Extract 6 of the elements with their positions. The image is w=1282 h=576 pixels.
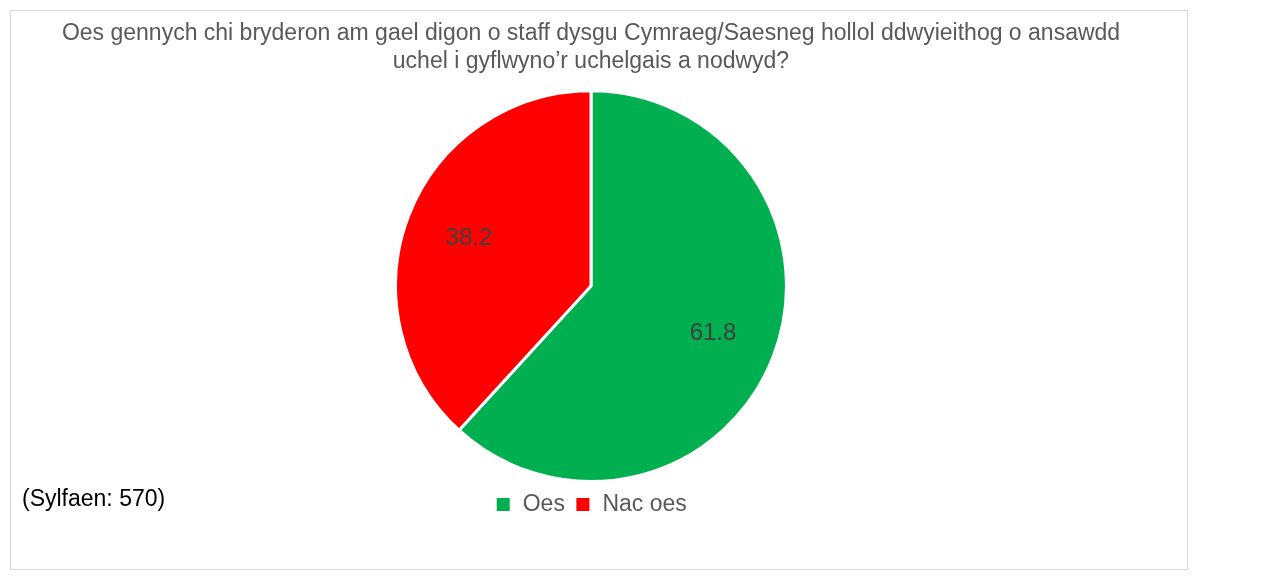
text: (Sylfaen: 570) [22, 485, 166, 512]
chart-title: Oes gennych chi bryderon am gael digon o staff dysgu Cymraeg/Saesneg hollol ddwyieithog o ansawdd uchel i gyflwyno’r uchelgais a nodwyd? [61, 19, 1121, 73]
legend-label: Nac oes [602, 489, 687, 516]
data-label: 61.8 [689, 318, 737, 346]
legend-label: Oes [522, 489, 565, 516]
data-label: 38.2 [445, 223, 493, 251]
